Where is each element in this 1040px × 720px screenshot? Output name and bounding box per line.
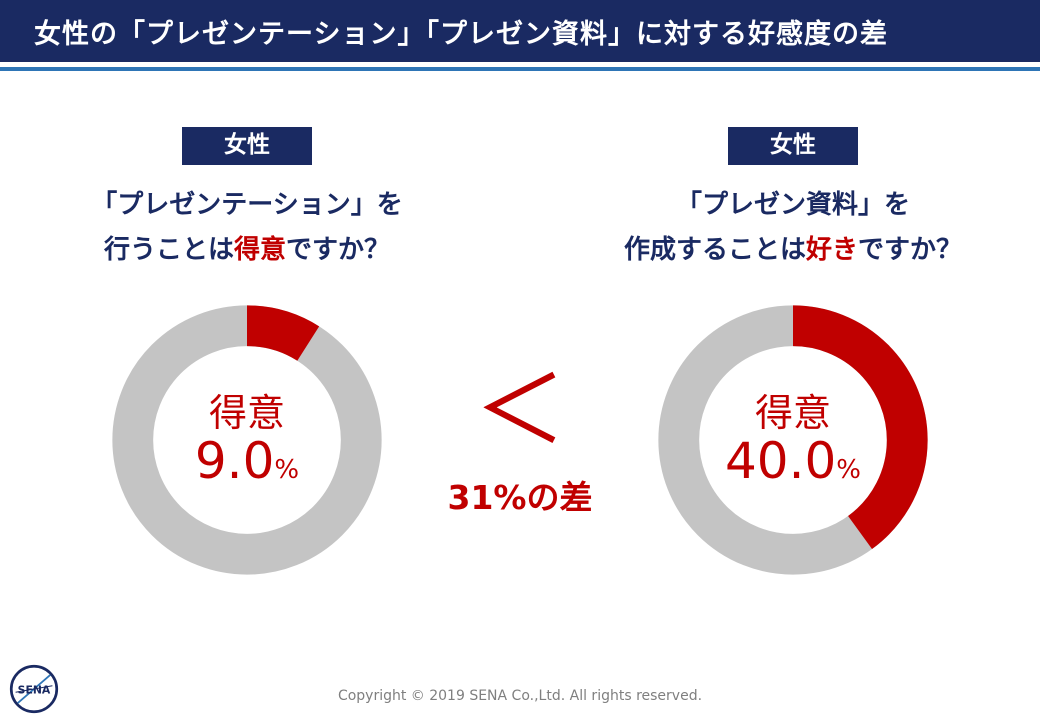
- left-gender-badge: 女性: [182, 127, 312, 165]
- right-donut-value: 40.0%: [725, 435, 861, 488]
- right-question-line2-post: ですか？: [858, 235, 963, 266]
- right-donut-chart: 得意 40.0%: [657, 304, 929, 576]
- right-donut-label: 得意: [754, 390, 831, 435]
- sena-logo-graphic: SENA: [9, 664, 59, 714]
- sena-logo-cross-line: [15, 685, 53, 693]
- left-question-line2-post: ですか？: [286, 235, 391, 266]
- left-donut-value-number: 9.0: [194, 432, 275, 491]
- left-donut-label: 得意: [208, 390, 285, 435]
- right-donut-svg: [658, 305, 928, 575]
- left-question-highlight: 得意: [233, 235, 286, 266]
- left-donut-center: 得意 9.0%: [111, 304, 383, 576]
- right-donut-center: 得意 40.0%: [657, 304, 929, 576]
- right-donut-percent-sign: %: [836, 455, 862, 486]
- copyright: Copyright © 2019 SENA Co.,Ltd. All right…: [337, 688, 703, 704]
- right-panel: 女性 「プレゼン資料」を 作成することは好きですか？ 得意 40.0%: [598, 127, 988, 576]
- less-than-symbol: ＜: [473, 357, 566, 464]
- left-question: 「プレゼンテーション」を 行うことは得意ですか？: [91, 183, 402, 274]
- difference-label: 31%の差: [447, 478, 593, 517]
- right-gender-badge: 女性: [728, 127, 858, 165]
- right-question-highlight: 好き: [805, 235, 858, 266]
- header-accent-line: [0, 67, 1040, 71]
- left-donut-value-arc: [112, 305, 382, 575]
- left-question-line1: 「プレゼンテーション」を: [91, 189, 403, 220]
- page-title: 女性の「プレゼンテーション」「プレゼン資料」に対する好感度の差: [34, 18, 888, 50]
- content-area: 女性 「プレゼンテーション」を 行うことは得意ですか？ 得意 9.0% ＜ 31…: [0, 127, 1040, 576]
- left-donut-value: 9.0%: [195, 435, 299, 488]
- sena-logo: SENA: [8, 663, 60, 715]
- right-question-line1: 「プレゼン資料」を: [675, 189, 910, 220]
- right-donut-value-number: 40.0: [724, 432, 837, 491]
- header-bar: 女性の「プレゼンテーション」「プレゼン資料」に対する好感度の差: [0, 0, 1040, 62]
- left-panel: 女性 「プレゼンテーション」を 行うことは得意ですか？ 得意 9.0%: [52, 127, 442, 576]
- comparison-indicator: ＜ 31%の差: [442, 127, 598, 519]
- right-question: 「プレゼン資料」を 作成することは好きですか？: [624, 183, 962, 274]
- left-donut-percent-sign: %: [274, 455, 300, 486]
- left-question-line2-pre: 行うことは: [103, 235, 234, 266]
- sena-logo-circle: [9, 664, 59, 714]
- sena-logo-text: SENA: [18, 683, 51, 696]
- right-question-line2-pre: 作成することは: [623, 235, 806, 266]
- left-donut-chart: 得意 9.0%: [111, 304, 383, 576]
- right-donut-value-arc: [658, 305, 928, 575]
- left-donut-svg: [112, 305, 382, 575]
